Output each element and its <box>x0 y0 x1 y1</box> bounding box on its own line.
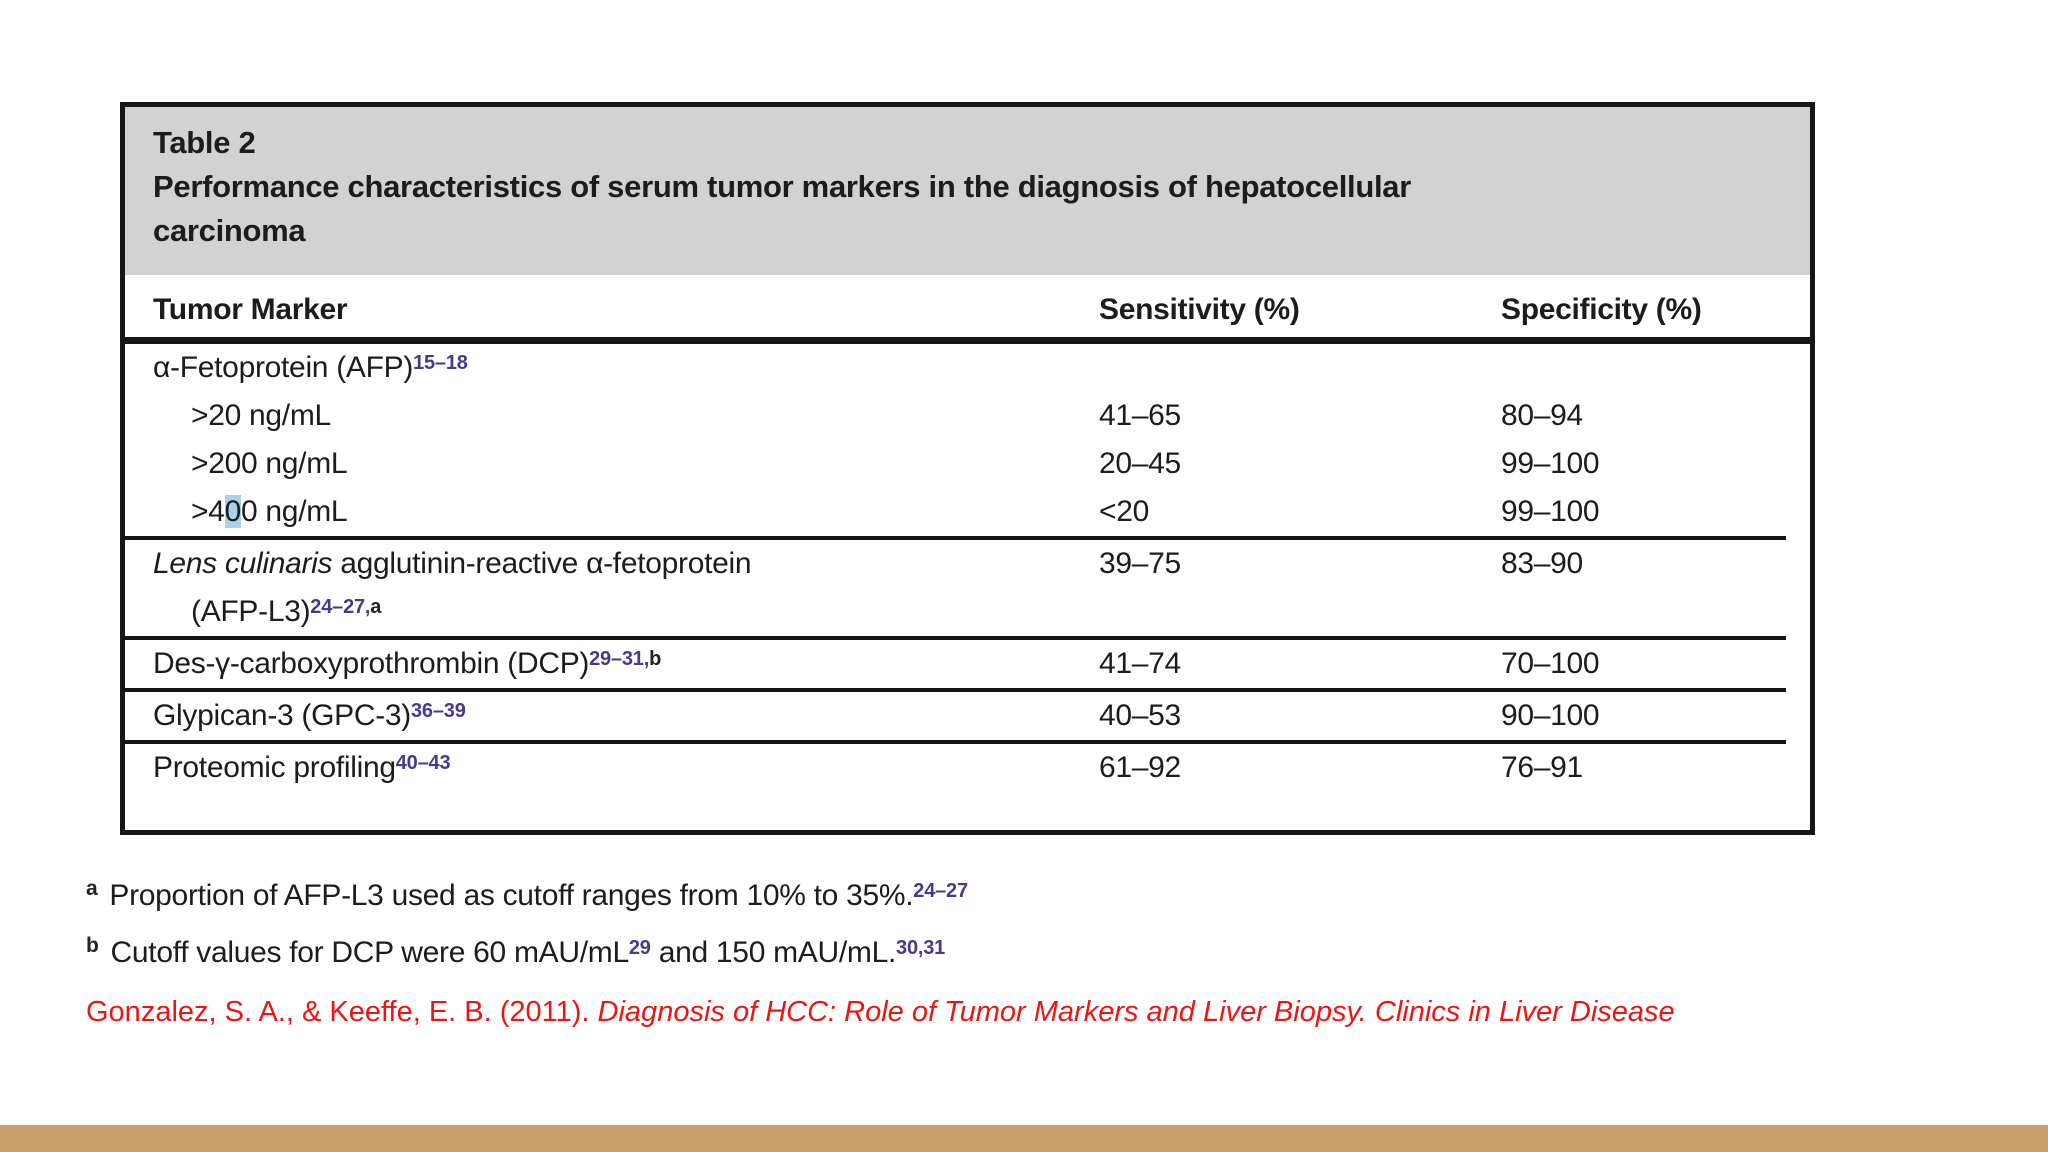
citation-authors: Gonzalez, S. A., & Keeffe, E. B. (2011). <box>86 996 598 1028</box>
cell-tumor-marker: (AFP-L3)24–27,a <box>125 588 1099 636</box>
table-row: >400 ng/mL <20 99–100 <box>125 488 1810 536</box>
cell-specificity: 70–100 <box>1501 647 1600 680</box>
cell-tumor-marker: Lens culinaris agglutinin-reactive α-fet… <box>125 540 1099 588</box>
text-segment: Cutoff values for DCP were 60 mAU/mL <box>110 936 630 969</box>
text-segment: >20 ng/mL <box>191 399 331 432</box>
footnote-marker: b <box>86 934 99 957</box>
cell-sensitivity: <20 <box>1099 495 1149 528</box>
text-segment: and 150 mAU/mL. <box>650 936 897 969</box>
cell-specificity: 99–100 <box>1501 495 1600 528</box>
footnote: a Proportion of AFP-L3 used as cutoff ran… <box>86 864 968 921</box>
text-segment: α-Fetoprotein (AFP) <box>153 351 414 384</box>
footnotes: a Proportion of AFP-L3 used as cutoff ran… <box>86 864 968 978</box>
text-segment: 0 ng/mL <box>241 495 348 528</box>
cell-tumor-marker: Proteomic profiling40–43 <box>125 744 1099 792</box>
cell-sensitivity <box>1099 588 1501 636</box>
table-row: Lens culinaris agglutinin-reactive α-fet… <box>125 540 1810 588</box>
cell-sensitivity: 39–75 <box>1099 547 1181 580</box>
text-segment: agglutinin-reactive α-fetoprotein <box>332 547 752 580</box>
cell-specificity: 99–100 <box>1501 447 1600 480</box>
text-segment: Glypican-3 (GPC-3) <box>153 699 411 732</box>
reference-superscript: 29 <box>628 937 651 959</box>
table-row: Proteomic profiling40–43 61–92 76–91 <box>125 744 1810 792</box>
table-title-line2: carcinoma <box>153 213 306 248</box>
text-segment: >200 ng/mL <box>191 447 348 480</box>
reference-superscript: 24–27 <box>913 880 968 902</box>
bottom-bar <box>0 1125 2048 1152</box>
colheader-specificity: Specificity (%) <box>1501 293 1702 326</box>
table-title-line1: Performance characteristics of serum tum… <box>153 169 1411 204</box>
table-row: (AFP-L3)24–27,a <box>125 588 1810 636</box>
text-segment: Lens culinaris <box>153 547 333 580</box>
reference-superscript: 36–39 <box>411 700 466 722</box>
cell-specificity: 83–90 <box>1501 547 1583 580</box>
cell-tumor-marker: >200 ng/mL <box>125 440 1099 488</box>
cell-specificity: 76–91 <box>1501 751 1583 784</box>
reference-superscript: b <box>649 648 662 670</box>
cell-tumor-marker: >20 ng/mL <box>125 392 1099 440</box>
cell-sensitivity <box>1099 344 1501 392</box>
text-segment: (AFP-L3) <box>191 595 311 628</box>
table-body: Tumor Marker Sensitivity (%) Specificity… <box>125 275 1810 830</box>
cell-specificity <box>1501 344 1810 392</box>
cell-tumor-marker: Des-γ-carboxyprothrombin (DCP)29–31,b <box>125 640 1099 688</box>
cell-sensitivity: 40–53 <box>1099 699 1181 732</box>
cell-tumor-marker: Glypican-3 (GPC-3)36–39 <box>125 692 1099 740</box>
table-row: Glypican-3 (GPC-3)36–39 40–53 90–100 <box>125 692 1810 740</box>
row-divider <box>125 740 1786 744</box>
table-header: Table 2 Performance characteristics of s… <box>125 107 1810 275</box>
citation: Gonzalez, S. A., & Keeffe, E. B. (2011).… <box>86 996 1675 1029</box>
cell-specificity <box>1501 588 1810 636</box>
citation-title: Diagnosis of HCC: Role of Tumor Markers … <box>597 996 1675 1028</box>
reference-superscript: 29–31, <box>589 648 650 670</box>
row-divider <box>125 636 1786 640</box>
table-row: >20 ng/mL 41–65 80–94 <box>125 392 1810 440</box>
colheader-sensitivity: Sensitivity (%) <box>1099 293 1300 326</box>
reference-superscript: 24–27, <box>310 596 371 618</box>
reference-superscript: 30,31 <box>896 937 946 959</box>
text-segment: 0 <box>224 495 241 528</box>
cell-specificity: 90–100 <box>1501 699 1600 732</box>
text-segment: Proportion of AFP-L3 used as cutoff rang… <box>109 879 914 912</box>
cell-tumor-marker: >400 ng/mL <box>125 488 1099 536</box>
cell-specificity: 80–94 <box>1501 399 1583 432</box>
cell-sensitivity: 41–65 <box>1099 399 1181 432</box>
cell-sensitivity: 41–74 <box>1099 647 1181 680</box>
table-row: >200 ng/mL 20–45 99–100 <box>125 440 1810 488</box>
cell-sensitivity: 61–92 <box>1099 751 1181 784</box>
colheader-tumor-marker: Tumor Marker <box>153 293 348 326</box>
cell-sensitivity: 20–45 <box>1099 447 1181 480</box>
table-colheaders: Tumor Marker Sensitivity (%) Specificity… <box>125 275 1810 344</box>
text-segment: >4 <box>191 495 225 528</box>
text-segment: Des-γ-carboxyprothrombin (DCP) <box>153 647 590 680</box>
table-label: Table 2 <box>153 125 256 160</box>
table-rows: α-Fetoprotein (AFP)15–18 >20 ng/mL 41–65 80… <box>125 344 1810 792</box>
cell-tumor-marker: α-Fetoprotein (AFP)15–18 <box>125 344 1099 392</box>
footnote: b Cutoff values for DCP were 60 mAU/mL29 … <box>86 921 968 978</box>
table-row: Des-γ-carboxyprothrombin (DCP)29–31,b 41–… <box>125 640 1810 688</box>
table-row: α-Fetoprotein (AFP)15–18 <box>125 344 1810 392</box>
footnote-marker: a <box>86 877 98 900</box>
reference-superscript: 40–43 <box>395 752 451 774</box>
table-2: Table 2 Performance characteristics of s… <box>120 102 1815 835</box>
row-divider <box>125 536 1786 540</box>
row-divider <box>125 688 1786 692</box>
reference-superscript: a <box>370 596 382 618</box>
text-segment: Proteomic profiling <box>153 751 396 784</box>
reference-superscript: 15–18 <box>413 352 468 374</box>
